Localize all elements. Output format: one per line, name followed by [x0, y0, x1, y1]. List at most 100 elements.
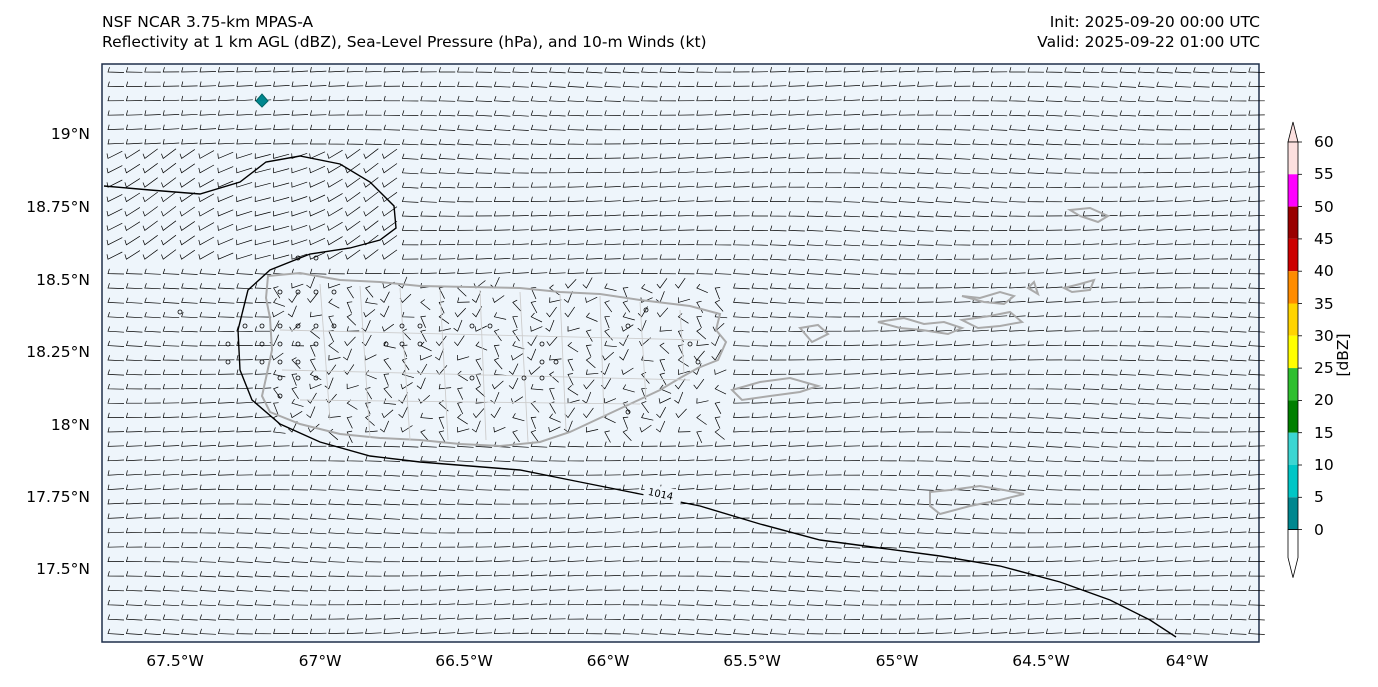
wind-barb: [1156, 599, 1173, 606]
wind-barb: [1193, 340, 1210, 347]
wind-barb: [124, 163, 141, 174]
wind-barb: [714, 513, 732, 519]
wind-barb: [438, 527, 456, 534]
wind-barb: [420, 167, 437, 175]
wind-barb: [530, 153, 548, 160]
wind-barb: [217, 599, 235, 607]
wind-barb: [1101, 225, 1118, 231]
wind-barb: [604, 315, 610, 329]
wind-barb: [307, 292, 319, 303]
wind-barb: [898, 124, 916, 130]
wind-barb: [567, 614, 585, 620]
wind-barb: [199, 283, 217, 290]
wind-barb: [972, 599, 989, 606]
wind-barb: [953, 455, 971, 462]
wind-barb: [199, 67, 217, 73]
wind-barb: [880, 470, 897, 476]
wind-barb: [1027, 254, 1045, 260]
wind-barb: [696, 283, 708, 294]
wind-barb: [953, 311, 971, 318]
wind-barb: [656, 278, 668, 289]
wind-barb: [990, 470, 1008, 477]
wind-barb: [254, 196, 271, 203]
wind-barb: [420, 556, 437, 562]
wind-barb: [898, 81, 916, 87]
wind-barb: [475, 628, 493, 634]
wind-barb: [291, 614, 309, 620]
lat-label-18-5: 18.5°N: [36, 271, 90, 289]
wind-barb: [383, 556, 401, 563]
wind-barb: [696, 556, 713, 562]
wind-barb: [549, 81, 566, 88]
wind-barb: [806, 182, 824, 188]
wind-barb: [162, 398, 180, 404]
wind-barb: [806, 571, 824, 578]
wind-barb: [972, 499, 989, 506]
calm-wind-marker: [625, 409, 631, 415]
wind-barb: [327, 149, 343, 159]
wind-barb: [585, 139, 603, 145]
wind-barb: [1119, 527, 1137, 534]
wind-barb: [714, 428, 725, 440]
wind-barb: [457, 225, 474, 231]
wind-barb: [769, 628, 787, 635]
wind-barb: [420, 455, 437, 463]
wind-barb: [1027, 297, 1045, 303]
wind-barb: [1156, 139, 1173, 145]
wind-barb: [972, 571, 989, 577]
wind-barb: [1193, 268, 1210, 274]
wind-barb: [124, 235, 141, 246]
wind-barb: [512, 182, 529, 188]
wind-barb: [236, 210, 253, 217]
wind-barb: [438, 599, 456, 606]
wind-barb: [604, 527, 621, 534]
wind-barb: [1229, 153, 1247, 159]
wind-barb: [475, 358, 483, 371]
wind-barb: [254, 355, 272, 361]
lat-label-19: 19°N: [50, 125, 90, 143]
wind-barb: [843, 585, 861, 592]
wind-barb: [898, 556, 916, 563]
wind-barb: [1027, 571, 1045, 577]
wind-barb: [861, 427, 879, 433]
wind-barb: [512, 556, 529, 562]
wind-barb: [198, 179, 215, 188]
wind-barb: [806, 139, 824, 145]
wind-barb: [328, 110, 345, 116]
calm-wind-marker: [313, 323, 319, 329]
wind-barb: [199, 124, 217, 130]
wind-barb: [107, 585, 125, 592]
wind-barb: [273, 470, 290, 476]
wind-barb: [696, 182, 713, 188]
wind-barb: [144, 628, 161, 635]
wind-barb: [530, 383, 544, 391]
wind-barb: [457, 124, 474, 131]
wind-barb: [583, 379, 595, 390]
wind-barb: [751, 556, 769, 563]
wind-barb: [898, 283, 916, 289]
wind-barb: [825, 153, 842, 159]
wind-barb: [641, 470, 658, 476]
wind-barb: [345, 206, 361, 217]
wind-barb: [493, 182, 511, 188]
wind-barb: [861, 398, 879, 404]
wind-barb: [512, 599, 529, 606]
wind-barb: [236, 95, 253, 102]
wind-barb: [659, 342, 670, 354]
wind-barb: [990, 268, 1008, 274]
wind-barb: [161, 191, 177, 203]
wind-barb: [1174, 556, 1192, 562]
wind-barb: [1027, 628, 1045, 634]
wind-barb: [1174, 398, 1192, 405]
wind-barb: [181, 585, 198, 592]
wind-barb: [181, 311, 198, 319]
wind-barb: [107, 81, 125, 87]
wind-barb: [769, 513, 787, 519]
wind-barb: [1009, 340, 1026, 346]
wind-barb: [530, 167, 548, 174]
wind-barb: [972, 398, 989, 404]
wind-barb: [641, 110, 658, 116]
wind-barb: [621, 367, 634, 375]
wind-barb: [788, 383, 805, 390]
wind-barb: [677, 484, 695, 490]
